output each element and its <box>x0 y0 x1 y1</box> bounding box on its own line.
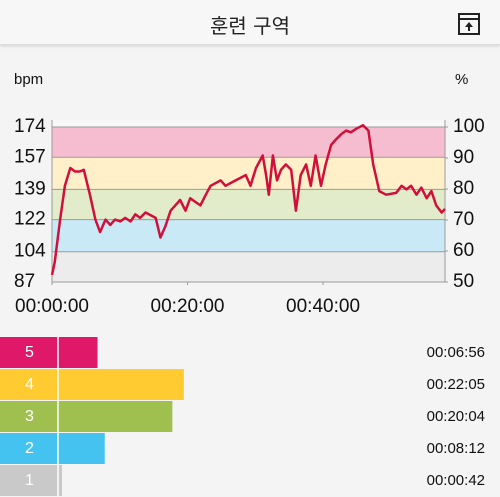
zone-bar <box>0 337 98 368</box>
zone-band <box>52 157 445 190</box>
y-tick-label: 139 <box>14 178 46 199</box>
zone-bar <box>0 465 62 496</box>
zone-label: 5 <box>25 344 34 361</box>
y-tick-label: 174 <box>14 116 46 137</box>
zone-label: 4 <box>25 376 34 393</box>
header: 훈련 구역 <box>0 0 500 45</box>
y2-tick-label: 90 <box>453 147 474 168</box>
zone-duration: 00:08:12 <box>427 440 485 457</box>
zone-bar <box>0 401 173 432</box>
y2-tick-label: 50 <box>453 271 474 292</box>
y-tick-label: 87 <box>14 271 35 292</box>
export-icon[interactable] <box>457 12 481 36</box>
y2-axis-label: % <box>455 71 468 88</box>
zone-duration: 00:20:04 <box>427 408 485 425</box>
zone-duration: 00:06:56 <box>427 344 485 361</box>
y2-tick-label: 60 <box>453 240 474 261</box>
y2-tick-label: 100 <box>453 116 485 137</box>
y-tick-label: 104 <box>14 241 46 262</box>
heart-rate-line <box>50 123 446 276</box>
zone-label: 1 <box>25 472 34 489</box>
zone-bar <box>0 369 184 400</box>
y2-tick-label: 80 <box>453 178 474 199</box>
x-tick-label: 00:40:00 <box>286 296 360 317</box>
header-title: 훈련 구역 <box>210 14 290 38</box>
y-tick-label: 122 <box>14 209 46 230</box>
x-tick-label: 00:00:00 <box>15 296 89 317</box>
x-tick-label: 00:20:00 <box>151 296 225 317</box>
y-tick-label: 157 <box>14 146 46 167</box>
zone-band <box>52 189 445 220</box>
zone-bar <box>0 433 105 464</box>
zone-band <box>52 251 445 282</box>
zone-duration: 00:00:42 <box>427 472 485 489</box>
zone-band <box>52 219 445 252</box>
y-axis-label: bpm <box>14 71 43 88</box>
y2-tick-label: 70 <box>453 209 474 230</box>
zone-label: 2 <box>25 440 34 457</box>
zone-duration: 00:22:05 <box>427 376 485 393</box>
zone-band <box>52 127 445 158</box>
zone-label: 3 <box>25 408 34 425</box>
